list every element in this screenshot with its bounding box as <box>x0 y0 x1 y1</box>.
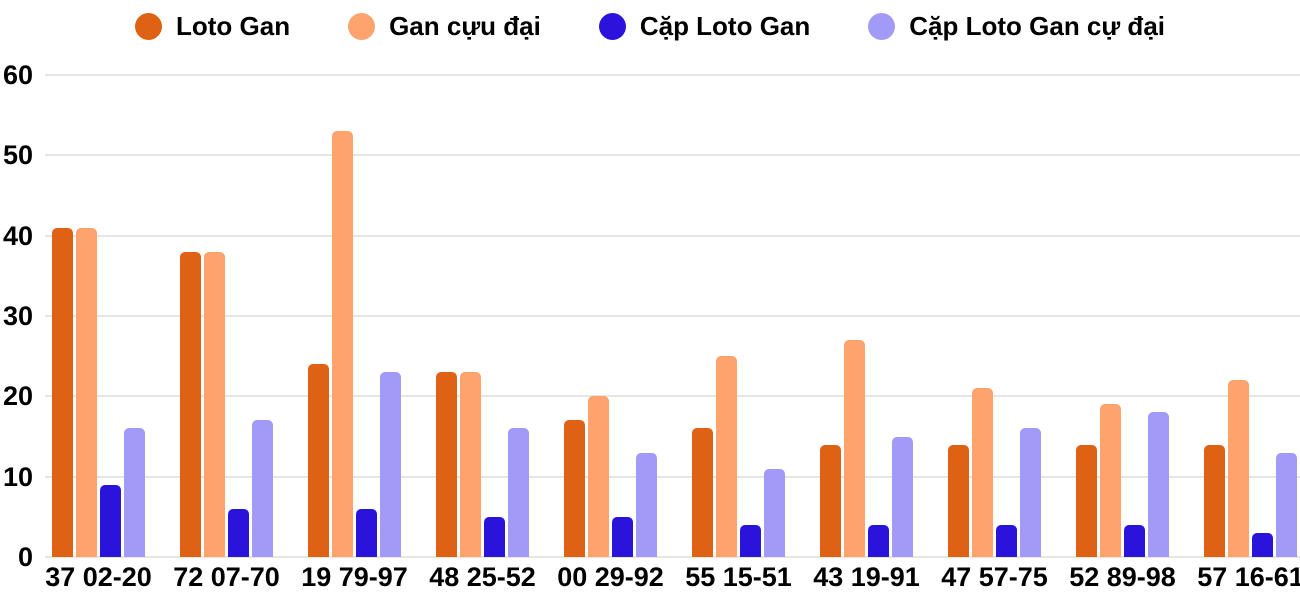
bar-group <box>180 75 273 557</box>
bar-group <box>1076 75 1169 557</box>
bar[interactable] <box>1076 444 1097 557</box>
bar[interactable] <box>76 227 97 557</box>
y-tick-label: 20 <box>2 381 33 412</box>
bar[interactable] <box>636 452 657 557</box>
bar[interactable] <box>460 372 481 557</box>
x-category-label: 52 89-98 <box>1069 562 1176 592</box>
y-tick-label: 0 <box>17 542 33 572</box>
x-category-label: 72 07-70 <box>173 562 280 592</box>
bar[interactable] <box>996 524 1017 557</box>
bar-group <box>52 75 145 557</box>
x-category-label: 55 15-51 <box>685 562 792 592</box>
bar[interactable] <box>1276 452 1297 557</box>
legend-series-dot-icon <box>134 12 162 40</box>
bar-group <box>820 75 913 557</box>
legend-item: Gan cựu đại <box>348 11 541 42</box>
bar[interactable] <box>692 428 713 557</box>
legend-series-dot-icon <box>598 12 626 40</box>
x-category-label: 47 57-75 <box>941 562 1048 592</box>
x-category-label: 00 29-92 <box>557 562 664 592</box>
bar-group <box>1204 75 1297 557</box>
bar[interactable] <box>508 428 529 557</box>
bar[interactable] <box>564 420 585 557</box>
y-tick-label: 10 <box>2 461 33 492</box>
bar[interactable] <box>892 436 913 557</box>
bar[interactable] <box>844 340 865 557</box>
x-category-label: 19 79-97 <box>301 562 408 592</box>
bar-group <box>436 75 529 557</box>
bar-group <box>564 75 657 557</box>
legend-series-dot-icon <box>348 12 376 40</box>
gridline <box>45 74 1300 76</box>
bar[interactable] <box>100 484 121 557</box>
y-tick-label: 50 <box>2 140 33 171</box>
legend-series-label: Gan cựu đại <box>389 10 541 41</box>
gridline <box>45 556 1300 558</box>
bar[interactable] <box>308 364 329 557</box>
bar[interactable] <box>820 444 841 557</box>
bar[interactable] <box>1148 412 1169 557</box>
legend-series-label: Cặp Loto Gan cự đại <box>909 10 1165 41</box>
bar[interactable] <box>332 131 353 557</box>
plot-area <box>45 74 1300 558</box>
gridline <box>45 234 1300 237</box>
x-category-label: 43 19-91 <box>813 562 920 592</box>
bar[interactable] <box>1252 532 1273 557</box>
chart-legend: Loto Gan Gan cựu đại Cặp Loto Gan Cặp Loto … <box>0 6 1300 46</box>
bar[interactable] <box>1124 524 1145 557</box>
y-tick-label: 40 <box>2 220 33 251</box>
bar[interactable] <box>716 356 737 557</box>
legend-item: Cặp Loto Gan <box>598 10 811 42</box>
bar-group <box>948 75 1041 557</box>
y-tick-label: 30 <box>2 301 33 331</box>
legend-series-dot-icon <box>868 12 896 40</box>
bar[interactable] <box>124 428 145 557</box>
gridline <box>45 154 1300 157</box>
bar[interactable] <box>740 524 761 557</box>
bar[interactable] <box>764 468 785 557</box>
bar[interactable] <box>612 516 633 557</box>
bar[interactable] <box>1100 404 1121 557</box>
legend-item: Loto Gan <box>134 10 291 42</box>
legend-series-label: Cặp Loto Gan <box>639 10 811 41</box>
bar[interactable] <box>380 372 401 557</box>
x-category-label: 37 02-20 <box>45 562 152 592</box>
bar[interactable] <box>1204 444 1225 557</box>
x-category-label: 48 25-52 <box>429 562 536 592</box>
y-tick-label: 60 <box>2 60 33 90</box>
bar[interactable] <box>868 524 889 557</box>
bar[interactable] <box>972 388 993 557</box>
bar-group <box>308 75 401 557</box>
legend-item: Cặp Loto Gan cự đại <box>868 11 1165 42</box>
bar[interactable] <box>948 444 969 557</box>
bar[interactable] <box>356 508 377 557</box>
bar[interactable] <box>1228 380 1249 557</box>
gridline <box>45 475 1300 478</box>
bar[interactable] <box>252 420 273 557</box>
bar[interactable] <box>52 227 73 557</box>
bar[interactable] <box>588 396 609 557</box>
bar[interactable] <box>484 516 505 557</box>
x-category-label: 57 16-61 <box>1197 562 1300 592</box>
bar[interactable] <box>180 251 201 557</box>
bar[interactable] <box>228 508 249 557</box>
bar[interactable] <box>436 372 457 557</box>
gridline <box>45 395 1300 398</box>
gridline <box>45 315 1300 317</box>
legend-series-label: Loto Gan <box>175 10 291 41</box>
bar-group <box>692 75 785 557</box>
bar[interactable] <box>204 251 225 557</box>
bar[interactable] <box>1020 428 1041 557</box>
